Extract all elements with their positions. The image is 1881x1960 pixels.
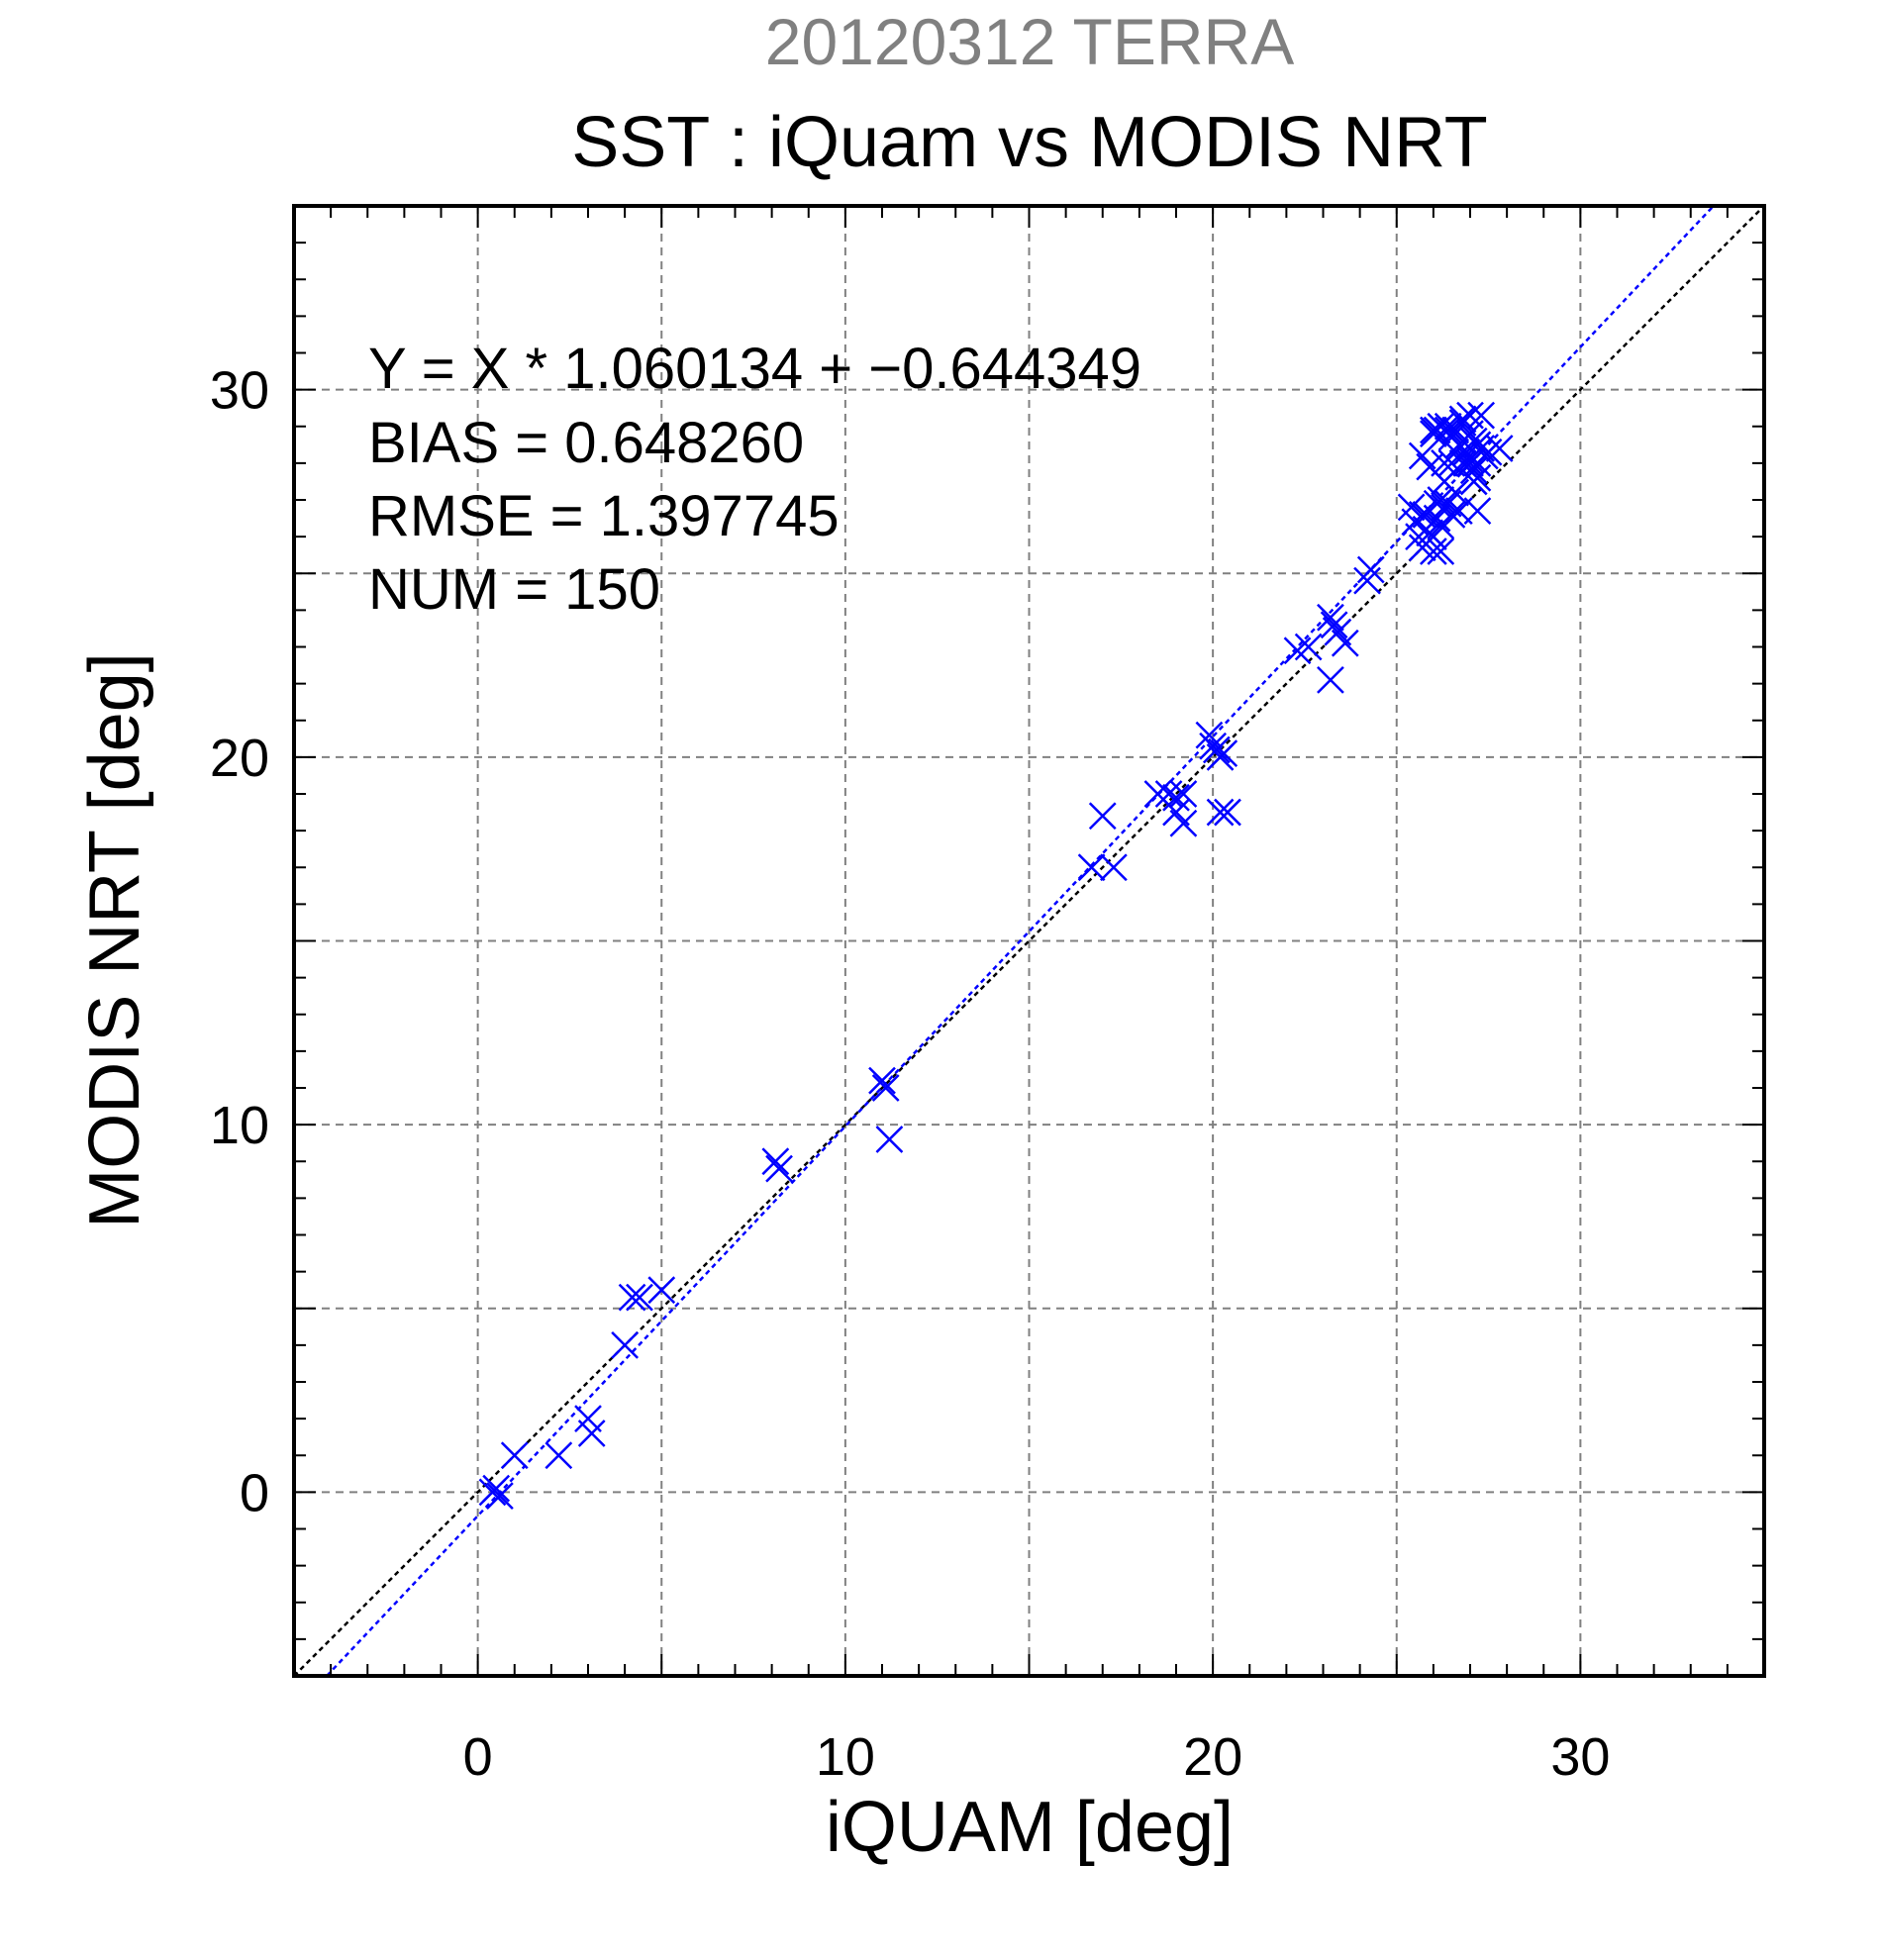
- data-point: [1317, 666, 1344, 694]
- stats-block: Y = X * 1.060134 + −0.644349 BIAS = 0.64…: [368, 337, 1141, 622]
- data-point: [1419, 538, 1447, 565]
- data-point: [1195, 721, 1224, 749]
- data-point: [1448, 448, 1477, 477]
- data-point: [1331, 629, 1359, 657]
- x-tick-label: 0: [463, 1727, 493, 1787]
- data-point: [1154, 780, 1183, 808]
- data-point: [871, 1074, 900, 1102]
- grid-lines: [294, 206, 1764, 1676]
- data-point: [647, 1276, 676, 1305]
- data-point: [1317, 603, 1344, 632]
- stat-rmse: RMSE = 1.397745: [368, 484, 840, 548]
- data-point: [1294, 633, 1323, 661]
- data-point: [1467, 401, 1496, 430]
- data-point: [1162, 783, 1190, 812]
- y-axis-label: MODIS NRT [deg]: [75, 652, 154, 1228]
- data-point: [577, 1420, 606, 1447]
- data-point: [1206, 798, 1235, 827]
- chart-subtitle: 20120312 TERRA: [765, 5, 1294, 78]
- data-point: [611, 1330, 640, 1359]
- data-point: [1202, 735, 1231, 764]
- data-point: [482, 1474, 511, 1503]
- data-point: [500, 1441, 529, 1470]
- data-point: [618, 1283, 646, 1312]
- data-point: [1356, 555, 1385, 584]
- data-point: [486, 1482, 514, 1510]
- data-point: [1427, 412, 1455, 441]
- data-point: [1463, 497, 1492, 526]
- data-point: [1088, 802, 1117, 831]
- data-point: [1169, 780, 1198, 808]
- data-point: [626, 1283, 653, 1312]
- axis-ticks: [293, 205, 1765, 1677]
- x-tick-label: 30: [1550, 1727, 1610, 1787]
- data-points: [478, 401, 1514, 1510]
- data-point: [1456, 420, 1484, 448]
- data-point: [1214, 798, 1241, 827]
- data-point: [1448, 405, 1477, 434]
- stat-bias: BIAS = 0.648260: [368, 411, 804, 475]
- data-point: [765, 1154, 793, 1183]
- data-point: [1427, 538, 1455, 565]
- stat-regression: Y = X * 1.060134 + −0.644349: [368, 337, 1141, 401]
- chart-title: SST : iQuam vs MODIS NRT: [571, 103, 1488, 182]
- stat-num: NUM = 150: [368, 557, 660, 622]
- x-tick-label: 20: [1183, 1727, 1242, 1787]
- data-point: [1283, 637, 1312, 665]
- data-point: [1210, 739, 1238, 768]
- data-point: [875, 1126, 904, 1153]
- y-tick-label: 30: [210, 361, 269, 421]
- y-tick-label: 0: [240, 1463, 269, 1522]
- data-point: [1463, 448, 1492, 477]
- y-tick-label: 10: [210, 1096, 269, 1155]
- data-point: [1077, 853, 1106, 882]
- y-tick-label: 20: [210, 729, 269, 788]
- tick-labels: 0 10 20 30 0 10 20 30: [210, 361, 1610, 1787]
- data-point: [761, 1147, 790, 1176]
- data-point: [544, 1441, 573, 1470]
- x-axis-label: iQUAM [deg]: [826, 1788, 1234, 1867]
- data-point: [1427, 512, 1455, 539]
- data-point: [1320, 611, 1348, 639]
- identity-line: [293, 205, 1765, 1677]
- data-point: [1459, 467, 1488, 496]
- data-point: [1162, 798, 1190, 827]
- data-point: [1419, 416, 1447, 444]
- x-tick-label: 10: [816, 1727, 875, 1787]
- data-point: [1100, 853, 1128, 882]
- data-point: [868, 1066, 896, 1095]
- data-point: [1437, 448, 1466, 477]
- data-point: [1353, 566, 1381, 595]
- data-point: [1485, 435, 1514, 462]
